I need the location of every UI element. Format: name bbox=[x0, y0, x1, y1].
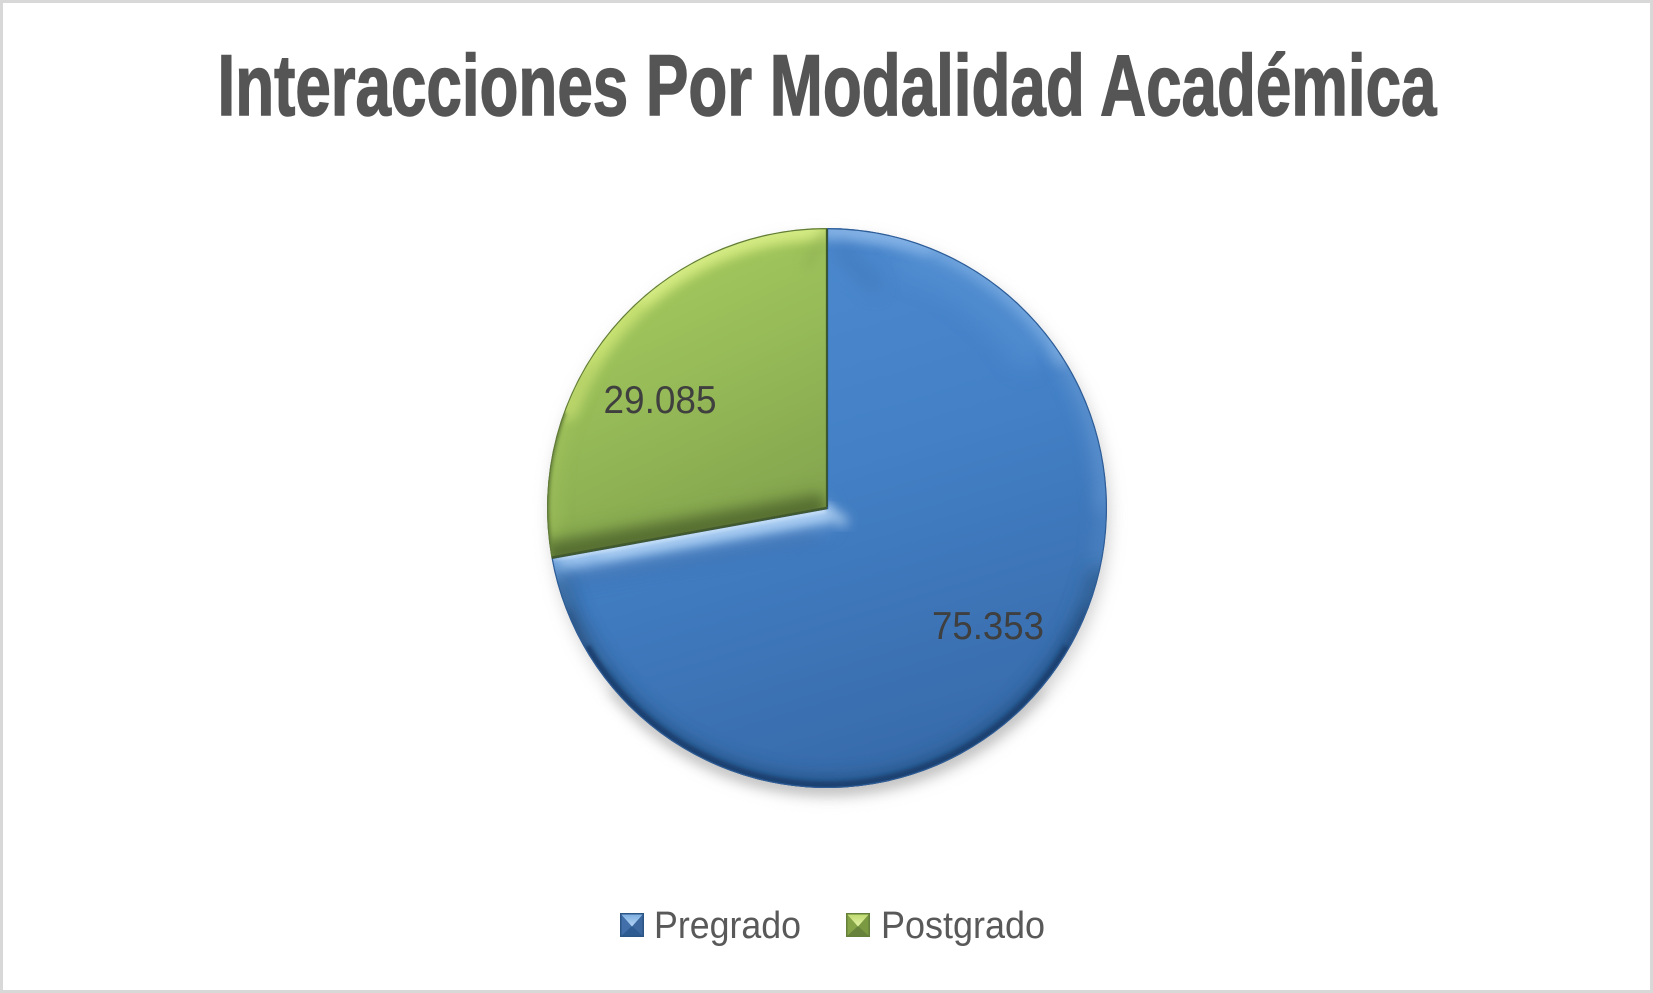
svg-text:29.085: 29.085 bbox=[604, 379, 717, 422]
svg-text:Pregrado: Pregrado bbox=[654, 905, 801, 947]
svg-text:Postgrado: Postgrado bbox=[881, 905, 1045, 947]
svg-text:Interacciones Por Modalidad Ac: Interacciones Por Modalidad Académica bbox=[218, 38, 1438, 134]
svg-text:75.353: 75.353 bbox=[932, 605, 1044, 648]
